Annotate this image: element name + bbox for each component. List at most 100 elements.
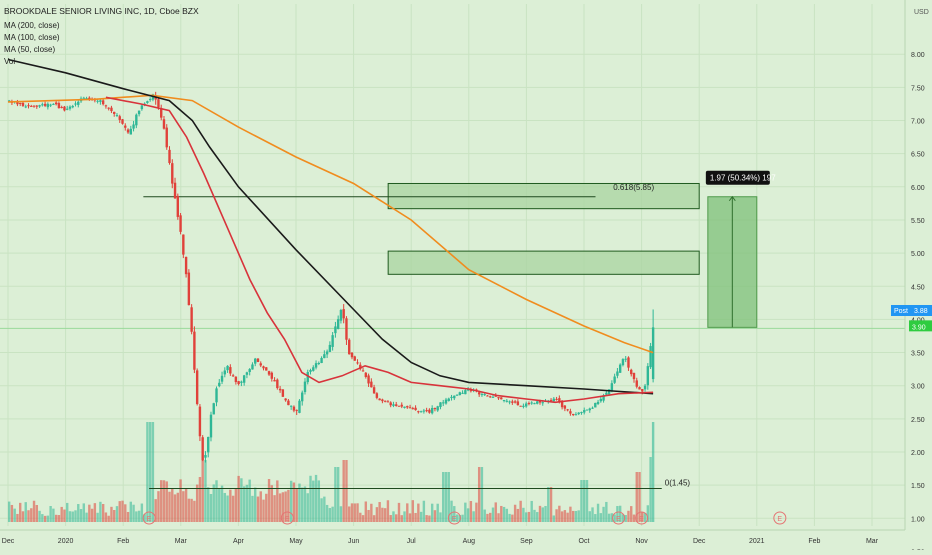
candle-body — [530, 402, 533, 404]
candle-body — [259, 363, 262, 366]
candle-body — [68, 106, 72, 109]
volume-bar — [176, 492, 180, 522]
zone-box-2 — [387, 250, 700, 275]
volume-bar — [218, 488, 221, 522]
volume-bar — [10, 504, 14, 522]
moving-averages — [7, 58, 654, 404]
volume-bar — [306, 493, 309, 522]
price-axis[interactable]: USD0.501.001.502.002.503.003.504.004.505… — [891, 0, 932, 555]
ma100-line — [7, 58, 654, 395]
legend-ma200[interactable]: MA (200, close) — [4, 21, 60, 30]
candle-body — [229, 367, 232, 374]
candle-body — [30, 105, 33, 107]
volume-bar — [66, 502, 69, 522]
volume-bar — [240, 478, 243, 522]
price-tick-label: 8.00 — [911, 52, 925, 59]
candle-body — [287, 400, 290, 406]
volume-bars — [7, 422, 655, 522]
candle-body — [574, 414, 578, 416]
candle-body — [157, 99, 160, 108]
candle-body — [489, 396, 492, 398]
fib-zones[interactable]: 0.618(5.85) — [387, 182, 700, 275]
candle-body — [292, 406, 296, 411]
candle-body — [585, 409, 589, 411]
candle-body — [220, 375, 224, 382]
volume-bar — [411, 500, 415, 522]
legend-ma100[interactable]: MA (100, close) — [4, 33, 60, 42]
candle-body — [126, 129, 130, 133]
zone-label: 0.618(5.85) — [613, 183, 654, 192]
candle-body — [306, 372, 309, 383]
candle-body — [560, 400, 564, 408]
candle-body — [289, 405, 293, 407]
current-price-tag — [909, 320, 932, 332]
volume-bar — [118, 501, 121, 522]
time-axis[interactable]: Dec 2020 Feb Mar Apr May Jun Jul Aug Sep Oct Nov Dec… — [0, 529, 905, 545]
volume-bar — [245, 484, 249, 522]
time-tick-label: Mar — [866, 538, 879, 545]
volume-bar — [522, 507, 525, 522]
earnings-marker — [773, 511, 787, 525]
candle-body — [43, 103, 47, 106]
volume-bar — [494, 502, 497, 522]
current-price-label: 3.90 — [912, 324, 926, 331]
volume-bar — [475, 502, 478, 522]
candle-body — [610, 383, 614, 391]
price-tick-label: 4.50 — [911, 284, 925, 291]
candle-body — [588, 408, 591, 411]
volume-bar — [113, 510, 116, 522]
candle-body — [273, 380, 276, 382]
ma50-line — [105, 96, 654, 404]
time-tick-label: Sep — [520, 538, 533, 545]
volume-bar — [320, 498, 323, 522]
candle-body — [52, 103, 55, 105]
candle-body — [417, 411, 420, 413]
candle-body — [215, 388, 218, 403]
volume-bar — [497, 513, 500, 522]
candle-body — [406, 406, 409, 408]
candle-body — [46, 103, 50, 108]
candle-body — [231, 375, 235, 377]
candle-body — [195, 370, 199, 405]
candle-body — [353, 356, 356, 361]
time-tick-label: Nov — [635, 538, 648, 545]
time-tick-label: 2021 — [749, 538, 765, 545]
volume-bar — [425, 515, 428, 522]
volume-bar — [295, 488, 298, 522]
volume-bar — [461, 514, 464, 522]
candle-body — [204, 455, 207, 458]
volume-bar — [328, 508, 332, 522]
legend-ma50[interactable]: MA (50, close) — [4, 45, 56, 54]
measure-tool[interactable]: 1.97 (50.34%) 197 — [705, 170, 776, 328]
candle-body — [375, 393, 379, 398]
candle-body — [439, 402, 442, 408]
candle-body — [599, 398, 603, 402]
volume-bar — [193, 500, 196, 522]
candle-body — [419, 411, 423, 413]
legend-volume[interactable]: Vol — [4, 57, 16, 66]
volume-bar — [505, 508, 509, 522]
grid — [0, 4, 905, 552]
candle-body — [82, 97, 86, 99]
candle-body — [270, 372, 274, 379]
horizontal-levels[interactable]: 0(1.45) — [0, 196, 905, 489]
symbol-title[interactable]: BROOKDALE SENIOR LIVING INC, 1D, Cboe BZ… — [4, 6, 199, 16]
earnings-marker — [635, 511, 649, 525]
volume-bar — [621, 514, 625, 522]
volume-bar — [455, 514, 459, 522]
volume-bar — [643, 513, 647, 522]
volume-bar — [251, 495, 254, 522]
volume-bar — [428, 515, 431, 522]
candle-body — [477, 392, 481, 395]
volume-bar — [560, 511, 564, 522]
volume-bar — [381, 507, 384, 522]
volume-bar — [126, 511, 130, 522]
volume-bar — [361, 515, 365, 522]
candle-body — [35, 105, 38, 107]
candle-body — [571, 413, 575, 415]
volume-bar — [607, 513, 611, 522]
zone-box-1 — [387, 182, 700, 210]
